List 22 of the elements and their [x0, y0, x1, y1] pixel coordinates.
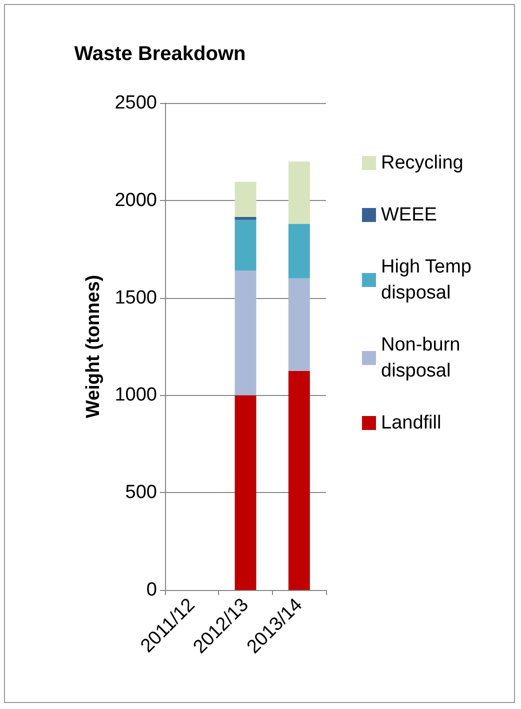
- bar: [234, 220, 256, 271]
- legend-label: Recycling: [381, 152, 464, 174]
- bar: [234, 270, 256, 396]
- bar: [234, 395, 256, 590]
- y-axis-title: Weight (tonnes): [83, 274, 104, 418]
- legend-label: WEEE: [381, 204, 437, 226]
- y-tick-label: 2500: [114, 92, 157, 114]
- bar: [288, 370, 310, 590]
- y-tick-label: 1500: [114, 287, 157, 308]
- bar: [288, 278, 310, 371]
- bar: [234, 182, 256, 217]
- legend-label: High Temp disposal: [381, 256, 477, 304]
- legend-label: Non-burn disposal: [381, 334, 466, 382]
- bar: [288, 161, 310, 224]
- chart-title: Waste Breakdown: [74, 43, 246, 65]
- bar: [288, 224, 310, 278]
- y-tick-label: 0: [146, 580, 157, 600]
- legend-label: Landfill: [381, 412, 442, 434]
- y-tick-label: 500: [125, 482, 157, 504]
- y-tick-label: 1000: [114, 384, 157, 406]
- y-tick-label: 2000: [114, 190, 157, 211]
- bar: [234, 216, 256, 220]
